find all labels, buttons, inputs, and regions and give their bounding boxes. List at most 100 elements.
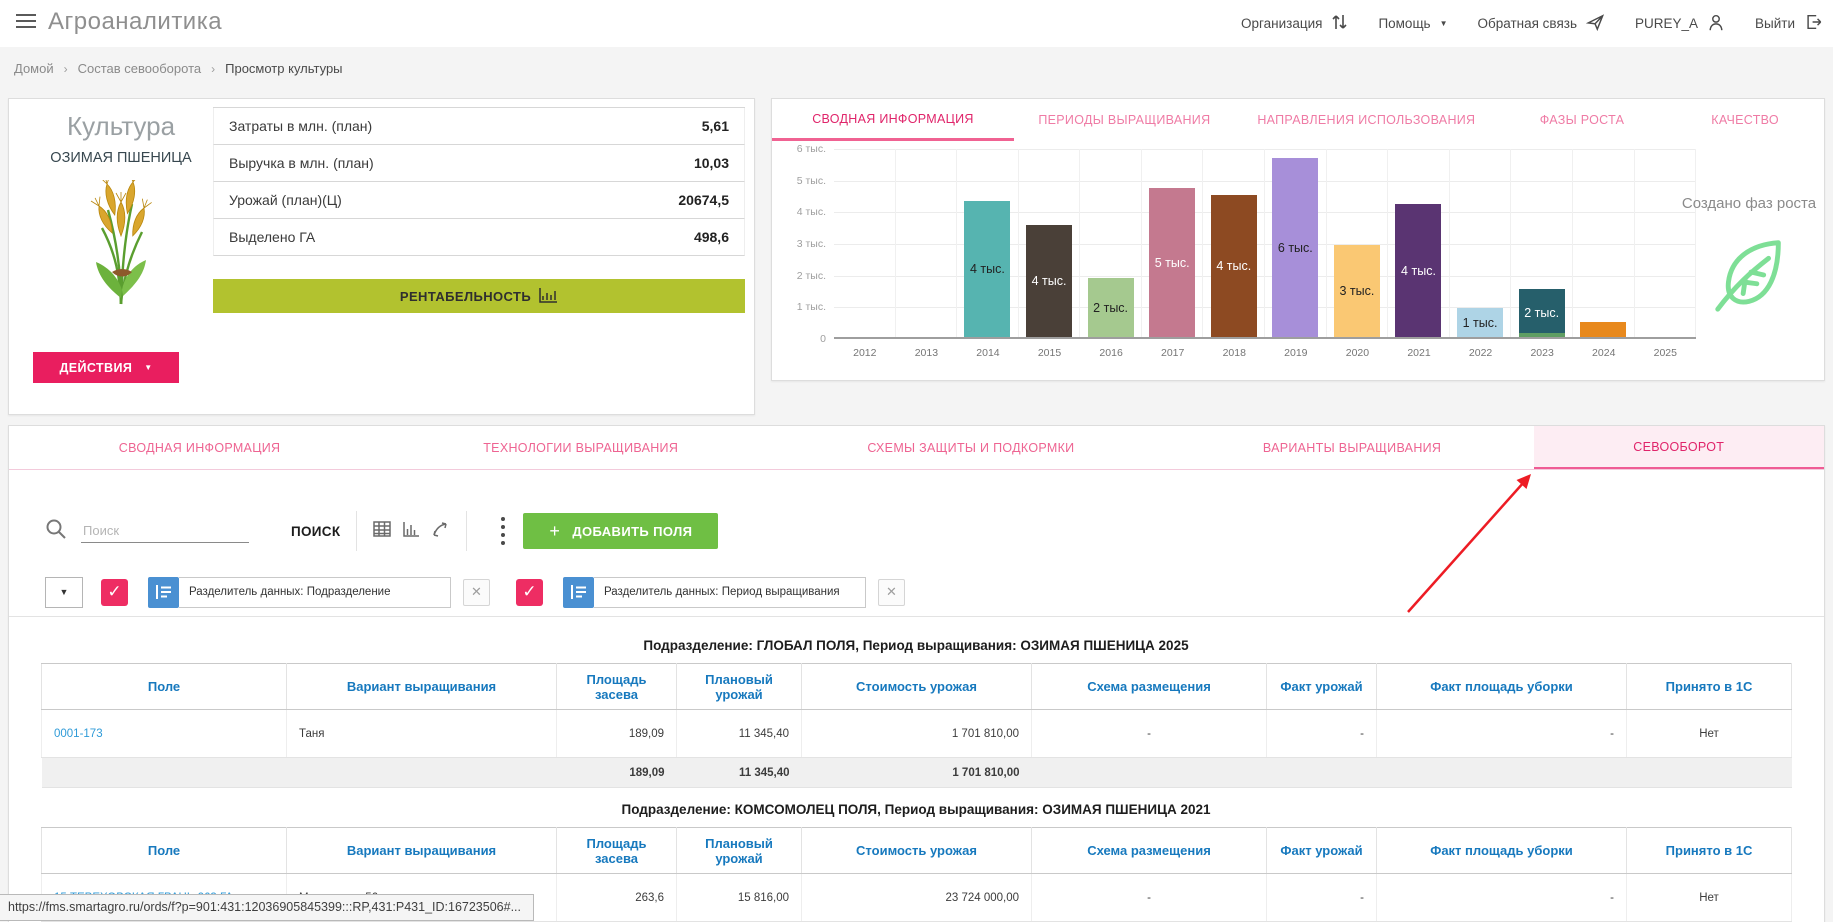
column-header[interactable]: Принято в 1С bbox=[1626, 663, 1792, 710]
breadcrumb-home[interactable]: Домой bbox=[14, 61, 54, 76]
column-header[interactable]: Площадь засева bbox=[556, 827, 677, 874]
bar-2017[interactable]: 5 тыс. bbox=[1149, 188, 1196, 337]
chart-column-2012 bbox=[834, 149, 896, 337]
tab-growing-variants[interactable]: ВАРИАНТЫ ВЫРАЩИВАНИЯ bbox=[1262, 440, 1442, 455]
add-fields-label: ДОБАВИТЬ ПОЛЯ bbox=[572, 523, 693, 539]
chart-panel-tabs: СВОДНАЯ ИНФОРМАЦИЯ ПЕРИОДЫ ВЫРАЩИВАНИЯ Н… bbox=[772, 99, 1824, 141]
bar-2014[interactable]: 4 тыс. bbox=[964, 201, 1011, 337]
bar-2020[interactable]: 3 тыс. bbox=[1333, 245, 1380, 337]
column-header[interactable]: Принято в 1С bbox=[1626, 827, 1792, 874]
menu-item-feedback[interactable]: Обратная связь bbox=[1478, 13, 1605, 34]
table-row: 0001-173 Таня 189,09 11 345,40 1 701 810,00-… bbox=[41, 709, 1792, 758]
tab-summary-info-bottom[interactable]: СВОДНАЯ ИНФОРМАЦИЯ bbox=[118, 440, 281, 455]
filter-chip-division[interactable]: Разделитель данных: Подразделение bbox=[179, 576, 451, 608]
bar-2023[interactable]: 2 тыс. bbox=[1518, 289, 1565, 337]
column-header[interactable]: Поле bbox=[41, 663, 287, 710]
column-header[interactable]: Вариант выращивания bbox=[286, 827, 557, 874]
tab-crop-rotation[interactable]: СЕВООБОРОТ bbox=[1533, 426, 1824, 469]
stat-label: Урожай (план)(Ц) bbox=[229, 192, 342, 208]
column-header[interactable]: Факт площадь уборки bbox=[1376, 827, 1627, 874]
column-header[interactable]: Факт урожай bbox=[1266, 827, 1377, 874]
chart-icon bbox=[539, 287, 558, 306]
filter-dropdown-button[interactable]: ▼ bbox=[45, 576, 83, 608]
tab-growing-periods[interactable]: ПЕРИОДЫ ВЫРАЩИВАНИЯ bbox=[1038, 113, 1211, 127]
totals-cell bbox=[1376, 757, 1627, 788]
plus-icon: + bbox=[549, 520, 561, 541]
totals-cell bbox=[1266, 757, 1377, 788]
tab-summary-info[interactable]: СВОДНАЯ ИНФОРМАЦИЯ bbox=[772, 99, 1014, 141]
column-header[interactable]: Площадь засева bbox=[556, 663, 677, 710]
menu-item-organization[interactable]: Организация bbox=[1241, 13, 1348, 34]
actions-button[interactable]: ДЕЙСТВИЯ ▼ bbox=[33, 352, 179, 383]
stat-value: 498,6 bbox=[693, 229, 729, 245]
totals-cell bbox=[286, 757, 557, 788]
tab-protection-schemes[interactable]: СХЕМЫ ЗАЩИТЫ И ПОДКОРМКИ bbox=[867, 440, 1075, 455]
y-axis-tick: 5 тыс. bbox=[796, 174, 826, 187]
column-header[interactable]: Стоимость урожая bbox=[801, 663, 1032, 710]
column-header[interactable]: Схема размещения bbox=[1031, 663, 1267, 710]
column-header[interactable]: Факт площадь уборки bbox=[1376, 663, 1627, 710]
table-cell: - bbox=[1376, 709, 1627, 758]
x-axis-tick: 2016 bbox=[1099, 347, 1123, 359]
tab-growing-technologies[interactable]: ТЕХНОЛОГИИ ВЫРАЩИВАНИЯ bbox=[483, 440, 679, 455]
bar-2021[interactable]: 4 тыс. bbox=[1395, 204, 1442, 337]
checkbox-separator-division[interactable]: ✓ bbox=[101, 578, 128, 606]
tab-growth-phases[interactable]: ФАЗЫ РОСТА bbox=[1539, 113, 1625, 127]
tab-quality[interactable]: КАЧЕСТВО bbox=[1711, 113, 1779, 127]
column-header[interactable]: Стоимость урожая bbox=[801, 827, 1032, 874]
column-header[interactable]: Поле bbox=[41, 827, 287, 874]
totals-cell: 1 701 810,00 bbox=[801, 757, 1032, 788]
search-go-label[interactable]: ПОИСК bbox=[291, 523, 341, 539]
close-icon[interactable]: ✕ bbox=[878, 578, 905, 606]
column-header[interactable]: Схема размещения bbox=[1031, 827, 1267, 874]
top-header: Агроаналитика Организация Помощь ▼ Обрат… bbox=[0, 0, 1833, 47]
y-axis-tick: 3 тыс. bbox=[796, 238, 826, 250]
bar-label: 2 тыс. bbox=[1524, 306, 1560, 320]
filter-chip-period[interactable]: Разделитель данных: Период выращивания bbox=[594, 576, 866, 608]
stat-value: 10,03 bbox=[693, 155, 729, 171]
column-header[interactable]: Вариант выращивания bbox=[286, 663, 557, 710]
close-icon[interactable]: ✕ bbox=[463, 578, 490, 606]
search-input[interactable] bbox=[81, 519, 249, 543]
tab-usage-directions[interactable]: НАПРАВЛЕНИЯ ИСПОЛЬЗОВАНИЯ bbox=[1257, 113, 1476, 127]
bottom-tabs: СВОДНАЯ ИНФОРМАЦИЯ ТЕХНОЛОГИИ ВЫРАЩИВАНИ… bbox=[9, 426, 1824, 470]
chart-view-icon[interactable] bbox=[403, 521, 420, 542]
column-header[interactable]: Факт урожай bbox=[1266, 663, 1377, 710]
toolbar-divider bbox=[356, 511, 358, 551]
phases-caption: Создано фаз роста bbox=[1681, 195, 1817, 212]
culture-summary: Культура ОЗИМАЯ ПШЕНИЦА bbox=[31, 111, 211, 313]
checkbox-separator-period[interactable]: ✓ bbox=[516, 578, 543, 606]
pivot-view-icon[interactable] bbox=[432, 521, 450, 542]
menu-item-user[interactable]: PUREY_A bbox=[1635, 13, 1725, 35]
bar-2016[interactable]: 2 тыс. bbox=[1087, 278, 1134, 337]
stat-label: Выручка в млн. (план) bbox=[229, 155, 374, 171]
x-axis-tick: 2023 bbox=[1530, 347, 1554, 359]
profitability-label: РЕНТАБЕЛЬНОСТЬ bbox=[399, 288, 532, 304]
bar-2022[interactable]: 1 тыс. bbox=[1457, 308, 1504, 337]
plot-area: 4 тыс. 4 тыс. 2 тыс. 5 тыс. 4 тыс. 6 тыс. 3 ты… bbox=[834, 149, 1697, 339]
add-fields-button[interactable]: + ДОБАВИТЬ ПОЛЯ bbox=[523, 513, 719, 549]
field-link[interactable]: 0001-173 bbox=[41, 709, 287, 758]
menu-item-help[interactable]: Помощь ▼ bbox=[1378, 16, 1447, 31]
profitability-button[interactable]: РЕНТАБЕЛЬНОСТЬ bbox=[213, 279, 745, 313]
x-axis-tick: 2022 bbox=[1468, 347, 1493, 359]
chevron-down-icon: ▼ bbox=[1439, 19, 1448, 28]
bar-2019[interactable]: 6 тыс. bbox=[1272, 158, 1319, 337]
x-axis-tick: 2024 bbox=[1592, 347, 1616, 359]
column-header[interactable]: Плановый урожай bbox=[676, 663, 802, 710]
table-cell: 189,09 bbox=[556, 709, 677, 758]
x-axis-tick: 2018 bbox=[1222, 347, 1246, 359]
column-header[interactable]: Плановый урожай bbox=[676, 827, 802, 874]
menu-item-logout[interactable]: Выйти bbox=[1755, 13, 1823, 34]
chart-column-2019: 6 тыс. bbox=[1265, 149, 1327, 337]
breadcrumb-crop-rotation[interactable]: Состав севооборота bbox=[77, 61, 202, 76]
actions-menu-icon[interactable] bbox=[483, 517, 523, 545]
report-view-icon[interactable] bbox=[373, 520, 392, 542]
hamburger-menu-icon[interactable] bbox=[16, 14, 36, 30]
bar-label: 4 тыс. bbox=[1031, 274, 1067, 288]
totals-cell: 11 345,40 bbox=[676, 757, 802, 788]
bar-2015[interactable]: 4 тыс. bbox=[1026, 225, 1073, 337]
bar-2024[interactable] bbox=[1580, 322, 1627, 337]
bar-2018[interactable]: 4 тыс. bbox=[1210, 195, 1257, 337]
actions-label: ДЕЙСТВИЯ bbox=[59, 360, 133, 375]
